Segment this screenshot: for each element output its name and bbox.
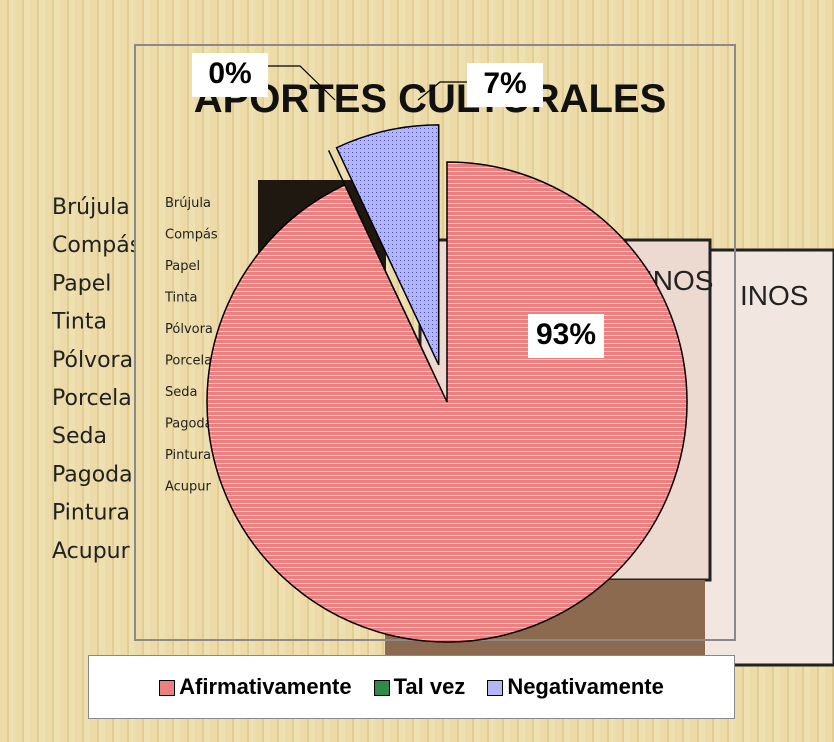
slide: INOS INOS APORTES CULTURALES BrújulaComp…: [0, 0, 834, 742]
list-item: Papel: [165, 259, 200, 274]
list-item: Brújula: [165, 196, 211, 211]
legend-item: Negativamente: [487, 674, 664, 700]
list-item: Brújula: [52, 195, 130, 220]
list-item: Pintura: [165, 448, 211, 463]
legend-swatch: [374, 680, 390, 696]
pie-slice: [207, 162, 687, 642]
list-item: Tinta: [164, 291, 197, 306]
list-item: Pintura: [52, 501, 130, 526]
list-item: Acupur: [165, 480, 212, 495]
poster-text: INOS: [740, 280, 808, 311]
legend-item: Tal vez: [374, 674, 466, 700]
legend-swatch: [159, 680, 175, 696]
list-item: Compás: [165, 228, 218, 243]
list-item: Acupur: [52, 539, 131, 564]
data-label: 7%: [483, 67, 526, 100]
legend-label: Afirmativamente: [179, 674, 351, 699]
legend-item: Afirmativamente: [159, 674, 351, 700]
data-label: 93%: [536, 318, 596, 351]
list-item: Pagoda: [165, 417, 213, 432]
data-label: 0%: [208, 57, 251, 90]
list-item: Pólvora: [52, 348, 133, 373]
list-item: Pólvora: [165, 322, 213, 337]
list-item: Porcela: [52, 386, 132, 411]
list-item: Porcela: [165, 354, 212, 369]
legend-label: Tal vez: [394, 674, 466, 699]
list-item: Papel: [52, 271, 111, 296]
list-item: Pagoda: [52, 462, 133, 487]
list-item: Seda: [165, 385, 197, 400]
legend-swatch: [487, 680, 503, 696]
legend: Afirmativamente Tal vez Negativamente: [88, 655, 735, 719]
list-item: Seda: [52, 424, 107, 449]
chart: INOS INOS APORTES CULTURALES BrújulaComp…: [0, 0, 834, 742]
list-item: Compás: [52, 233, 141, 258]
legend-label: Negativamente: [507, 674, 664, 699]
list-item: Tinta: [51, 310, 107, 335]
poster: [700, 250, 834, 665]
